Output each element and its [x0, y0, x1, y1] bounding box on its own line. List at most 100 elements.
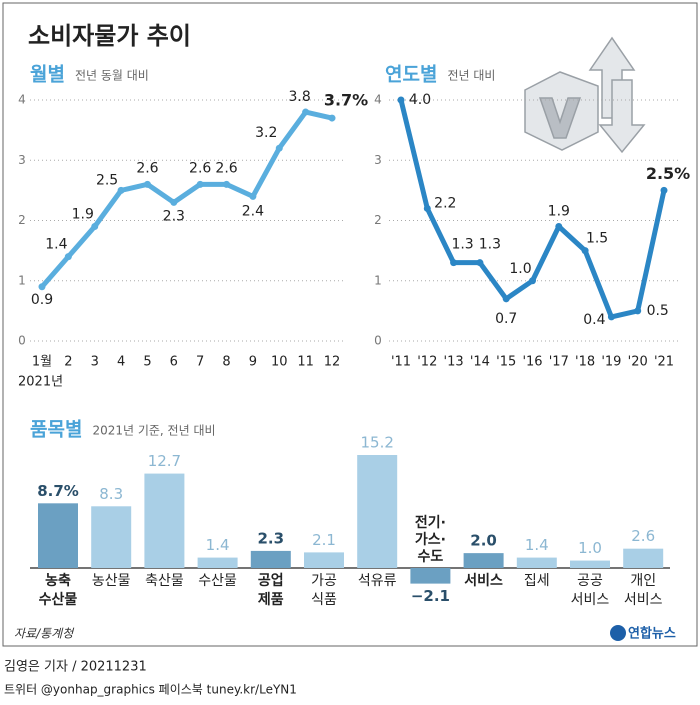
x-tick-label: 개인 — [630, 573, 656, 589]
value-label: 2.2 — [434, 195, 456, 211]
value-label: 8.7% — [37, 482, 79, 500]
x-tick-label: 2 — [64, 355, 72, 370]
x-tick-label: 가공 — [311, 573, 337, 589]
x-tick-label: 9 — [249, 355, 257, 370]
value-label: 1.3 — [479, 237, 501, 253]
x-axis-label: 2021년 — [18, 375, 63, 390]
value-label: 1.3 — [451, 237, 473, 253]
bar — [304, 552, 344, 568]
value-label: 0.5 — [647, 303, 669, 319]
value-label: −2.1 — [411, 587, 450, 605]
point — [91, 223, 99, 231]
value-label: 2.3 — [163, 208, 185, 224]
value-label: 3.2 — [255, 125, 277, 141]
value-label: 2.5 — [96, 172, 118, 188]
x-tick-label: '14 — [470, 355, 490, 370]
x-tick-label: 식품 — [311, 592, 337, 608]
x-tick-label: 서비스 — [464, 573, 503, 589]
x-tick-label: '17 — [549, 355, 569, 370]
value-label: 2.6 — [189, 160, 211, 176]
x-tick-label: 전기· — [415, 514, 446, 531]
value-label: 4.0 — [409, 92, 431, 108]
x-tick-label: 수산물 — [198, 573, 237, 589]
point — [143, 180, 151, 188]
value-label: 2.6 — [215, 160, 237, 176]
bar — [410, 568, 451, 584]
section-subtitle: 2021년 기준, 전년 대비 — [92, 424, 215, 438]
value-label: 2.6 — [631, 527, 655, 545]
x-tick-label: 가스· — [415, 532, 446, 548]
value-label: 1.9 — [72, 207, 94, 223]
value-label: 3.7% — [324, 91, 368, 110]
value-label: 12.7 — [148, 452, 181, 470]
won-icon — [524, 36, 646, 154]
point — [581, 247, 589, 255]
x-tick-label: '16 — [522, 355, 542, 370]
point — [302, 108, 310, 116]
credit: 김영은 기자 / 20211231 — [4, 660, 147, 675]
section-subtitle: 전년 대비 — [447, 69, 495, 83]
value-label: 1.5 — [586, 231, 608, 247]
value-label: 2.1 — [312, 531, 336, 549]
y-tick-label: 1 — [18, 273, 26, 287]
source: 자료/통계청 — [14, 627, 75, 641]
point — [607, 313, 615, 321]
social: 트위터 @yonhap_graphics 페이스북 tuney.kr/LeYN1 — [4, 683, 297, 697]
value-label: 2.4 — [242, 203, 264, 219]
x-tick-label: 5 — [143, 355, 151, 370]
section-title: 연도별 — [385, 64, 437, 86]
page-title: 소비자물가 추이 — [28, 22, 191, 50]
point — [660, 186, 668, 194]
point — [555, 223, 563, 231]
value-label: 1.4 — [45, 237, 67, 253]
point — [196, 180, 204, 188]
x-tick-label: 제품 — [258, 592, 284, 608]
y-tick-label: 2 — [18, 213, 26, 227]
point — [38, 283, 46, 291]
point — [423, 204, 431, 212]
value-label: 15.2 — [360, 434, 393, 452]
line — [40, 109, 333, 289]
x-tick-label: '11 — [391, 355, 411, 370]
value-label: 1.4 — [206, 536, 230, 554]
x-tick-label: 수도 — [418, 549, 444, 565]
y-tick-label: 4 — [18, 93, 26, 107]
point — [170, 198, 178, 206]
y-tick-label: 2 — [374, 213, 382, 227]
x-tick-label: 3 — [91, 355, 99, 370]
x-tick-label: 석유류 — [358, 573, 397, 589]
section-subtitle: 전년 동월 대비 — [75, 69, 149, 83]
x-tick-label: '13 — [444, 355, 464, 370]
x-tick-label: '21 — [654, 355, 674, 370]
point — [529, 277, 536, 285]
value-label: 3.8 — [289, 89, 311, 105]
bar — [516, 557, 557, 568]
point — [634, 307, 642, 315]
value-label: 2.0 — [470, 532, 497, 550]
bar — [91, 506, 132, 568]
x-tick-label: '15 — [496, 355, 516, 370]
x-tick-label: '12 — [417, 355, 437, 370]
bar — [623, 548, 664, 568]
value-label: 2.6 — [136, 160, 158, 176]
value-label: 0.4 — [583, 312, 605, 328]
x-tick-label: 공업 — [258, 573, 284, 589]
bar — [570, 560, 610, 568]
x-tick-label: 11 — [297, 355, 314, 370]
logo-icon — [610, 625, 626, 641]
x-tick-label: 농축 — [45, 573, 71, 589]
point — [117, 186, 125, 194]
x-tick-label: 서비스 — [624, 592, 663, 608]
bar — [250, 550, 291, 568]
value-label: 1.0 — [578, 539, 602, 557]
point — [397, 96, 405, 104]
section-title: 품목별 — [30, 419, 82, 441]
x-tick-label: 축산물 — [145, 573, 184, 589]
x-tick-label: 10 — [271, 355, 288, 370]
x-tick-label: '18 — [575, 355, 595, 370]
point — [249, 192, 257, 200]
point — [450, 259, 458, 267]
bar — [38, 503, 78, 568]
x-tick-label: 8 — [222, 355, 230, 370]
x-tick-label: 공공 — [577, 573, 603, 589]
